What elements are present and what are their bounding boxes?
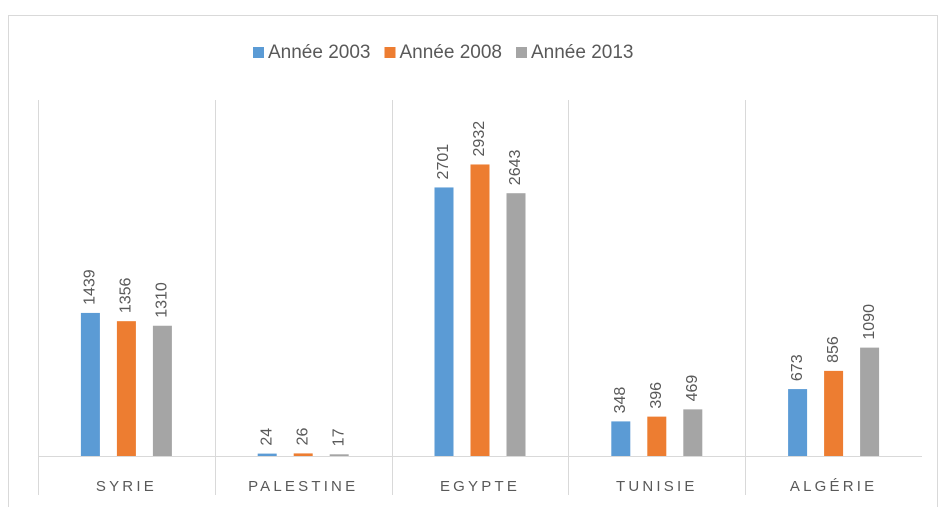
value-label: 2932: [471, 121, 488, 157]
value-label: 2643: [507, 150, 524, 186]
bar: [152, 325, 172, 456]
legend-swatch: [516, 47, 527, 58]
x-tick-label: TUNISIE: [616, 478, 698, 495]
x-tick-label: EGYPTE: [440, 478, 520, 495]
bar: [116, 321, 136, 456]
bar: [293, 453, 313, 456]
value-label: 856: [825, 336, 842, 363]
legend-label: Année 2008: [400, 42, 503, 63]
value-label: 396: [648, 382, 665, 409]
value-label: 1310: [154, 282, 171, 318]
value-label: 17: [330, 428, 347, 446]
bar: [860, 347, 880, 456]
bar: [611, 421, 631, 456]
value-label: 348: [612, 387, 629, 414]
x-tick-label: SYRIE: [96, 478, 157, 495]
legend-swatch: [384, 47, 396, 58]
bar: [683, 409, 703, 456]
bar: [470, 164, 490, 456]
value-label: 1356: [118, 277, 135, 313]
value-label: 469: [684, 375, 701, 402]
value-label: 673: [789, 354, 806, 381]
value-label: 1090: [861, 304, 878, 340]
value-label: 2701: [435, 144, 452, 180]
legend-label: Année 2003: [268, 42, 371, 63]
bar: [434, 187, 454, 457]
bar: [788, 389, 808, 456]
value-label: 24: [258, 428, 275, 446]
bar: [329, 454, 349, 456]
value-label: 26: [294, 428, 311, 446]
legend-swatch: [253, 47, 264, 58]
value-label: 1439: [82, 269, 99, 305]
legend-label: Année 2013: [531, 42, 634, 63]
x-tick-label: ALGÉRIE: [790, 478, 877, 495]
bar: [824, 370, 844, 456]
bar: [80, 312, 100, 456]
x-tick-label: PALESTINE: [248, 478, 358, 495]
bar: [647, 416, 667, 456]
bar: [257, 453, 277, 456]
bar: [506, 193, 526, 457]
